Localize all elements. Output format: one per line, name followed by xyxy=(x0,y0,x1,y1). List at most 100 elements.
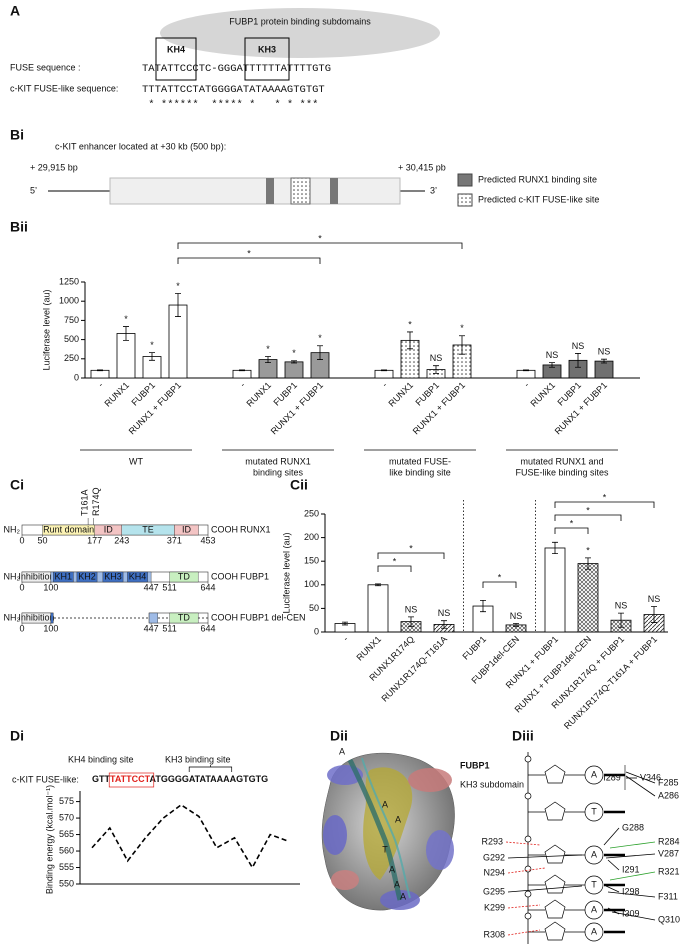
legend-text: Predicted c-KIT FUSE-like site xyxy=(478,194,599,204)
y-tick-label: 500 xyxy=(64,334,79,344)
interaction xyxy=(605,853,656,859)
sugar xyxy=(544,801,566,821)
y-tick-label: 150 xyxy=(304,556,319,566)
residue-label: R321 xyxy=(658,866,680,876)
error-bar xyxy=(549,362,555,368)
interaction xyxy=(507,904,541,909)
error-bar xyxy=(265,356,271,364)
panel-label: Cii xyxy=(290,477,308,493)
interaction xyxy=(607,891,656,898)
error-bar xyxy=(523,369,529,372)
protein-name: RUNX1 xyxy=(240,524,271,534)
kh4-box xyxy=(108,772,155,788)
domain-label: TD xyxy=(178,571,190,581)
y-axis-label: Luciferase level (au) xyxy=(281,532,291,613)
significance-label: * xyxy=(586,545,590,555)
significance-label: NS xyxy=(598,347,611,357)
domain xyxy=(148,612,158,624)
sugar xyxy=(544,899,566,919)
significance-label: NS xyxy=(615,600,628,610)
y-tick-label: 200 xyxy=(304,532,319,542)
bracket-label: * xyxy=(247,248,251,258)
dna-strand xyxy=(361,757,411,899)
error-bar xyxy=(601,358,607,364)
residue-label: I291 xyxy=(622,864,640,874)
legend-text: Predicted RUNX1 binding site xyxy=(478,174,597,184)
domain xyxy=(102,571,124,583)
error-bar xyxy=(433,365,439,374)
kh3-box xyxy=(244,37,290,81)
error-bar xyxy=(375,583,381,587)
kh3-label: KH3 xyxy=(258,44,276,54)
x-tick-label: RUNX1R174Q-T161A xyxy=(379,634,449,704)
y-tick-label: 50 xyxy=(309,603,319,613)
surface-patch xyxy=(331,870,359,890)
base xyxy=(584,765,604,785)
domain-label: TE xyxy=(142,524,154,534)
x-tick-label: - xyxy=(341,634,350,643)
y-tick-label: 560 xyxy=(59,845,74,855)
coordinate: + 29,915 bp xyxy=(30,162,78,172)
sugar xyxy=(544,874,566,894)
residue-label: G288 xyxy=(622,822,644,832)
x-tick-label: - xyxy=(522,380,531,389)
significance-label: * xyxy=(408,319,412,329)
kh4-site-label: KH4 binding site xyxy=(68,754,134,764)
position-label: 511 xyxy=(162,623,176,633)
error-bar xyxy=(585,557,591,570)
error-bar xyxy=(239,369,245,372)
fuse-site xyxy=(290,177,311,205)
significance-label: * xyxy=(150,340,154,350)
base-letter: T xyxy=(382,844,388,854)
residue-label: I309 xyxy=(622,908,640,918)
significance-label: NS xyxy=(510,611,523,621)
phosphate xyxy=(524,865,532,873)
bracket-label: * xyxy=(586,505,590,515)
error-bar xyxy=(552,541,558,555)
position-label: 0 xyxy=(19,535,24,545)
domain xyxy=(174,524,199,536)
bar xyxy=(367,584,389,633)
phosphate xyxy=(524,912,532,920)
error-bar xyxy=(618,612,624,628)
bracket-label: * xyxy=(570,518,574,528)
significance-label: NS xyxy=(546,350,559,360)
bracket-label: * xyxy=(318,233,322,243)
sequence-label: c-KIT FUSE-like sequence: xyxy=(10,83,118,93)
sequence-part: TATTCCT xyxy=(110,774,151,784)
domain xyxy=(50,612,54,624)
interaction xyxy=(625,771,656,784)
residue-label: V346 xyxy=(640,772,661,782)
y-tick-label: 575 xyxy=(59,796,74,806)
residue-label: R308 xyxy=(483,929,505,939)
residue-label: K299 xyxy=(484,902,505,912)
n-terminus: NH₂ xyxy=(4,571,21,581)
y-tick-label: 570 xyxy=(59,812,74,822)
domain xyxy=(169,571,199,583)
sequence: TATATTCCCTC-GGGATTTTTTATTTTGTG xyxy=(142,63,331,75)
bracket-label: * xyxy=(409,543,413,553)
error-bar xyxy=(317,345,323,360)
bubble xyxy=(160,8,440,58)
runx1-site xyxy=(330,178,338,204)
domain-label: TD xyxy=(178,612,190,622)
domain xyxy=(127,571,148,583)
base-letter: A xyxy=(382,799,388,809)
legend-swatch xyxy=(457,193,473,207)
coordinate: + 30,415 pb xyxy=(398,162,446,172)
x-tick-label: RUNX1 xyxy=(102,380,131,409)
position-label: 447 xyxy=(144,582,159,592)
significance-label: NS xyxy=(648,594,661,604)
sequence: GTTTATTCCTATGGGGATATAAAAGTGTG xyxy=(92,774,268,784)
sequence-part: ATGGGGATATAAAAGTGTG xyxy=(150,774,269,784)
position-label: 453 xyxy=(200,535,215,545)
bar xyxy=(544,547,566,633)
position-label: 243 xyxy=(114,535,129,545)
interaction xyxy=(507,867,546,874)
y-axis-label: Luciferase level (au) xyxy=(41,289,51,370)
bracket xyxy=(554,501,655,508)
conservation-stars: * ****** ***** * * * *** xyxy=(142,99,318,111)
group-label: WT xyxy=(129,456,143,466)
